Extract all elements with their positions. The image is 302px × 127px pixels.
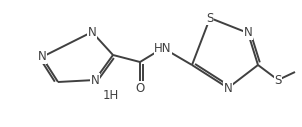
Text: N: N (88, 26, 96, 38)
Text: 1H: 1H (103, 89, 119, 102)
Text: N: N (38, 51, 47, 64)
Text: O: O (135, 82, 145, 94)
Text: S: S (206, 12, 214, 25)
Text: S: S (274, 74, 282, 86)
Text: HN: HN (154, 42, 172, 54)
Text: N: N (244, 27, 252, 39)
Text: N: N (91, 74, 99, 86)
Text: N: N (223, 82, 232, 94)
